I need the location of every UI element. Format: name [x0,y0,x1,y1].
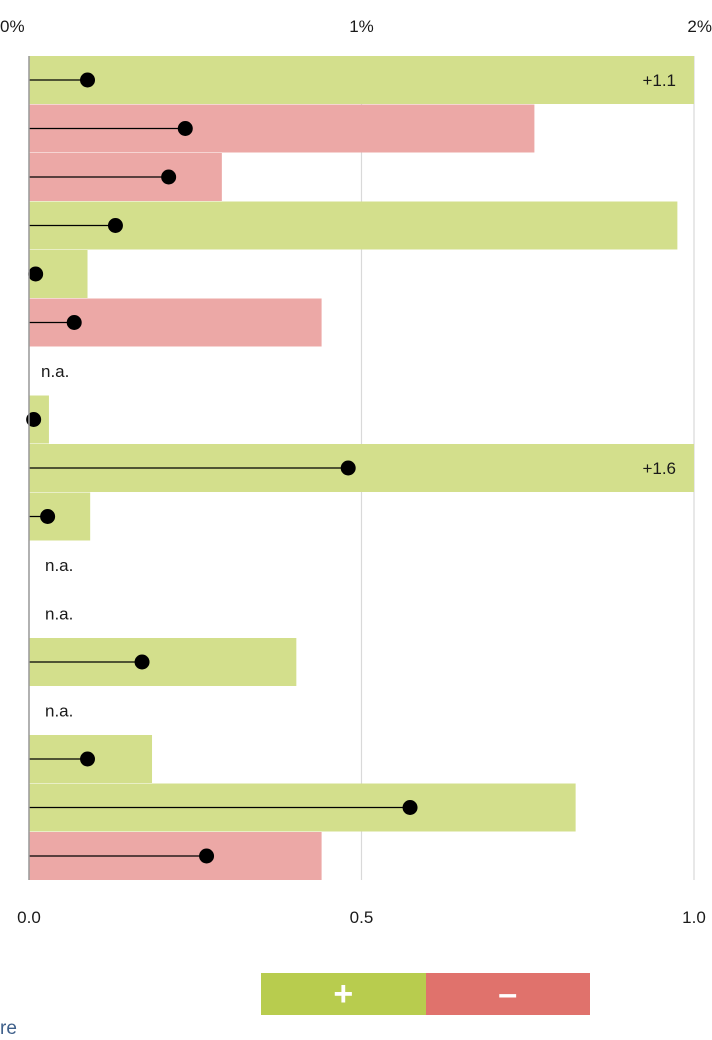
bar [29,201,678,250]
data-point [80,72,96,88]
data-point [26,412,42,427]
na-label: n.a. [45,605,73,624]
bottom-axis-tick-label: 1.0 [682,908,706,927]
na-label: n.a. [45,556,73,575]
top-axis-tick-label: 1% [349,17,374,36]
top-axis-tick-label: 2% [687,17,712,36]
legend: + – [261,973,590,1015]
data-point [107,218,123,233]
data-point [177,121,193,136]
data-point [40,509,56,524]
data-point [161,169,177,185]
legend-positive: + [261,973,426,1015]
data-point [66,315,82,330]
bar-value-label: +1.6 [642,459,676,478]
bottom-axis-tick-label: 0.5 [350,908,374,927]
chart: 0% 1% 2% 0.0 0.5 1.0 +1.1 n.a. +1.6 n.a. n.a. n.a. [0,17,712,927]
bar-value-label: +1.1 [642,71,676,90]
bar [29,56,694,104]
partial-label: re [0,1018,17,1039]
bottom-axis-tick-label: 0.0 [17,908,41,927]
top-axis-tick-label: 0% [0,17,25,36]
data-point [199,848,215,864]
data-point [340,460,356,476]
legend-negative: – [425,973,590,1015]
data-point [28,266,44,282]
data-point [402,800,418,815]
data-point [134,654,150,670]
na-label: n.a. [41,362,69,381]
na-label: n.a. [45,702,73,721]
data-point [80,751,96,767]
